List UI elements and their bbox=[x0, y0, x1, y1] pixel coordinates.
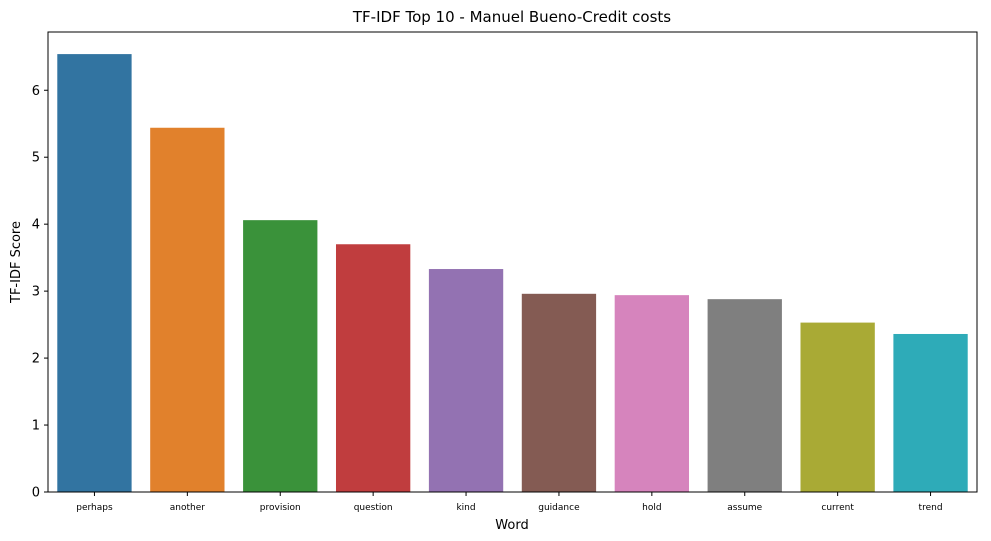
x-tick-label: kind bbox=[456, 503, 475, 513]
x-tick-label: hold bbox=[642, 503, 661, 513]
bar-guidance bbox=[521, 293, 597, 492]
y-tick-label: 3 bbox=[32, 285, 40, 300]
x-tick-label: another bbox=[170, 503, 205, 513]
bars-group bbox=[57, 54, 968, 493]
x-tick-label: guidance bbox=[538, 503, 580, 513]
bar-assume bbox=[707, 299, 782, 492]
x-tick-label: question bbox=[354, 503, 393, 513]
chart-title: TF-IDF Top 10 - Manuel Bueno-Credit cost… bbox=[352, 8, 671, 26]
bar-hold bbox=[614, 295, 690, 492]
x-tick-label: trend bbox=[919, 503, 943, 513]
x-tick-label: provision bbox=[260, 503, 301, 513]
plot-frame bbox=[47, 31, 978, 493]
bar-question bbox=[335, 244, 411, 492]
x-tick-label: current bbox=[821, 503, 854, 513]
bar-trend bbox=[893, 333, 968, 492]
x-axis: perhaps another provision question kind guida… bbox=[76, 492, 943, 513]
y-tick-label: 2 bbox=[32, 352, 40, 367]
y-tick-label: 4 bbox=[32, 218, 40, 233]
bar-current bbox=[800, 322, 875, 492]
y-tick-label: 5 bbox=[32, 151, 40, 166]
y-tick-label: 6 bbox=[32, 84, 40, 99]
y-tick-label: 0 bbox=[32, 486, 40, 501]
y-axis: 0 1 2 3 4 5 6 bbox=[32, 84, 48, 501]
bar-kind bbox=[428, 269, 504, 492]
y-tick-label: 1 bbox=[32, 419, 40, 434]
bar-provision bbox=[243, 220, 318, 493]
y-axis-label: TF-IDF Score bbox=[9, 221, 24, 304]
x-tick-label: assume bbox=[727, 503, 762, 513]
bar-another bbox=[150, 127, 225, 492]
x-axis-label: Word bbox=[495, 518, 528, 533]
bar-perhaps bbox=[57, 54, 132, 492]
x-tick-label: perhaps bbox=[76, 503, 113, 513]
